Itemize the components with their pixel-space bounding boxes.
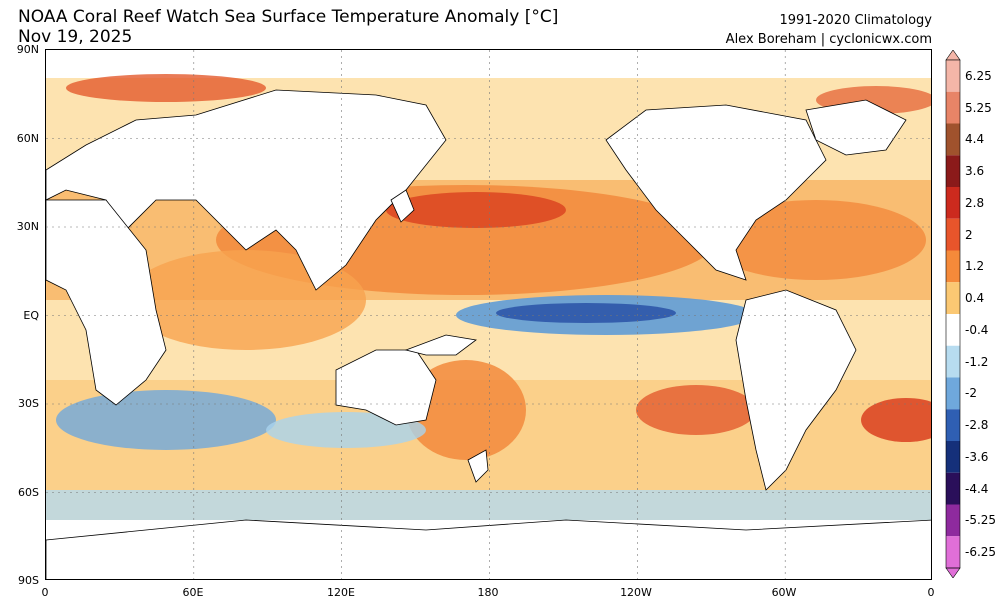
greenland: [805, 99, 907, 156]
lat-label-60n: 60N: [16, 132, 39, 145]
lat-label-90s: 90S: [18, 574, 39, 587]
colorbar-tick-label: -2.8: [965, 418, 989, 433]
colorbar-max-arrow: [945, 50, 961, 61]
south-pacific-warm: [636, 385, 756, 435]
antarctica: [46, 519, 931, 579]
colorbar-swatch: [946, 91, 960, 124]
lon-label-60w: 60W: [771, 586, 797, 599]
lon-label-120w: 120W: [620, 586, 652, 599]
lon-label-60e: 60E: [182, 586, 204, 599]
indian-ocean-warm: [126, 250, 366, 350]
colorbar-min-arrow: [945, 567, 961, 578]
colorbar-swatch: [946, 536, 960, 568]
colorbar-swatch: [946, 441, 960, 473]
colorbar-tick-label: -6.25: [965, 545, 997, 560]
colorbar: [945, 50, 961, 578]
colorbar-tick-label: 1.2: [965, 259, 985, 274]
map-title: NOAA Coral Reef Watch Sea Surface Temper…: [18, 7, 559, 27]
graticule: [46, 50, 931, 579]
lat-label-60s: 60S: [18, 486, 39, 499]
sst-anomaly-map: [45, 49, 932, 580]
colorbar-swatch: [946, 218, 960, 251]
barents-warm: [66, 74, 266, 102]
southern-cool-patch: [266, 412, 426, 448]
lat-label-30n: 30N: [16, 220, 39, 233]
map-date: Nov 19, 2025: [18, 27, 133, 47]
south-america: [735, 289, 857, 491]
south-indian-cool: [56, 390, 276, 450]
colorbar-tick-label: -1.2: [965, 354, 989, 369]
colorbar-swatch: [946, 409, 960, 441]
colorbar-tick-label: 5.25: [965, 100, 992, 115]
new-zealand: [467, 449, 489, 483]
lat-label-eq: EQ: [23, 309, 39, 322]
enso-cool-core: [496, 303, 676, 323]
lat-label-30s: 30S: [18, 397, 39, 410]
lat-label-90n: 90N: [16, 43, 39, 56]
tasman-warm: [406, 360, 526, 460]
arctic-ice: [46, 50, 931, 78]
africa: [46, 199, 167, 406]
colorbar-frame: [945, 59, 961, 569]
climatology-label: 1991-2020 Climatology: [779, 13, 932, 28]
colorbar-tick-label: -3.6: [965, 449, 989, 464]
lon-label-0-west: 0: [41, 586, 49, 599]
colorbar-swatch: [946, 155, 960, 187]
colorbar-tick-label: 2.8: [965, 195, 985, 210]
colorbar-swatch: [946, 377, 960, 410]
colorbar-tick-label: 4.4: [965, 132, 985, 147]
credit-block: 1991-2020 Climatology Alex Boreham | cyc…: [726, 11, 932, 49]
lon-label-120e: 120E: [327, 586, 355, 599]
colorbar-swatch: [946, 504, 960, 537]
colorbar-swatch: [946, 60, 960, 92]
map-canvas: [46, 50, 931, 579]
colorbar-tick-label: 6.25: [965, 68, 992, 83]
land-masses: [46, 89, 931, 579]
australia: [335, 349, 437, 426]
colorbar-swatch: [946, 345, 960, 378]
colorbar-swatch: [946, 123, 960, 156]
colorbar-tick-label: 0.4: [965, 291, 985, 306]
colorbar-swatch: [946, 282, 960, 314]
southern-ocean-cool: [46, 490, 931, 520]
colorbar-swatch: [946, 472, 960, 505]
colorbar-swatch: [946, 187, 960, 219]
author-credit: Alex Boreham | cyclonicwx.com: [725, 32, 932, 47]
colorbar-tick-label: -5.25: [965, 513, 997, 528]
colorbar-tick-label: -0.4: [965, 322, 989, 337]
north-atlantic-warm: [706, 200, 926, 280]
colorbar-tick-label: 2: [965, 227, 973, 242]
north-america: [605, 104, 827, 281]
japan: [390, 189, 415, 223]
colorbar-tick-label: -4.4: [965, 481, 989, 496]
lon-label-0-east: 0: [927, 586, 935, 599]
colorbar-tick-label: 3.6: [965, 164, 985, 179]
south-atlantic-warm: [861, 398, 931, 442]
colorbar-swatch: [946, 314, 960, 346]
lon-label-180: 180: [477, 586, 499, 599]
colorbar-tick-label: -2: [965, 386, 977, 401]
colorbar-swatch: [946, 250, 960, 283]
new-guinea: [404, 334, 477, 356]
colorbar-swatches: [945, 50, 961, 578]
kuroshio-hot-spot: [386, 192, 566, 228]
